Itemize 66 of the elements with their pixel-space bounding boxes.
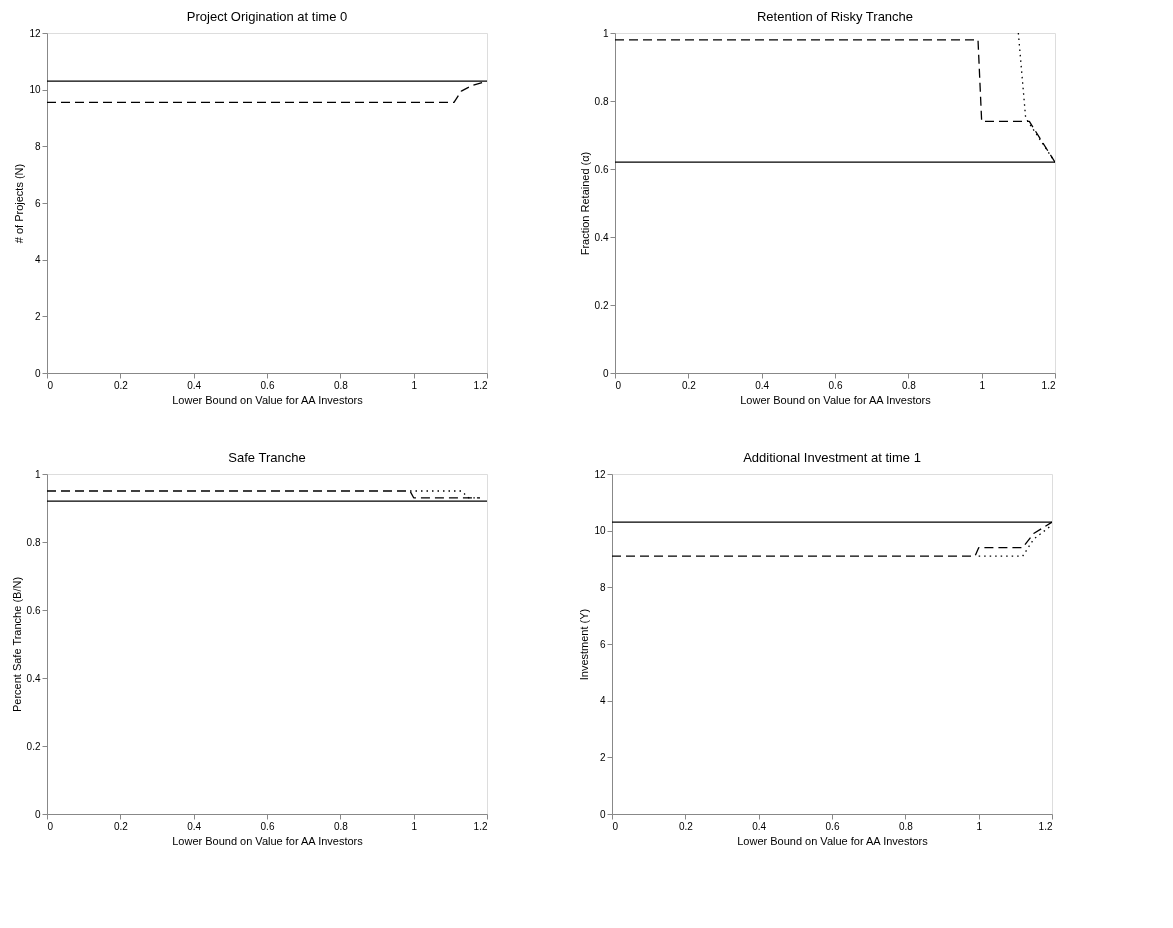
y-tick-label: 1	[602, 27, 609, 39]
x-tick-label: 0	[615, 379, 622, 391]
x-tick-label: 0.2	[113, 820, 129, 832]
chart-title: Additional Investment at time 1	[743, 450, 921, 465]
y-tick-label: 6	[34, 197, 41, 209]
y-tick-label: 4	[34, 254, 41, 266]
x-axis-title: Lower Bound on Value for AA Investors	[172, 393, 364, 406]
y-tick-label: 0.6	[26, 604, 41, 616]
y-tick-label: 4	[599, 695, 606, 707]
x-tick-label: 0.4	[752, 820, 767, 832]
y-tick-label: 2	[34, 310, 41, 322]
x-axis-title: Lower Bound on Value for AA Investors	[740, 393, 932, 406]
chart-title: Retention of Risky Tranche	[756, 9, 914, 24]
x-tick-label: 0	[47, 379, 54, 391]
x-tick-label: 0.8	[333, 820, 349, 832]
x-tick-label: 1.2	[473, 820, 488, 832]
y-tick-label: 0	[599, 808, 606, 820]
x-tick-label: 0.2	[681, 379, 697, 391]
y-tick-label: 2	[599, 751, 606, 763]
y-axis-title: Fraction Retained (α)	[578, 151, 591, 256]
x-tick-label: 0.4	[187, 820, 202, 832]
x-tick-label: 0.6	[825, 820, 840, 832]
x-tick-label: 1.2	[1041, 379, 1056, 391]
y-axis-title: Investment (Y)	[578, 608, 591, 681]
x-tick-label: 1.2	[1038, 820, 1053, 832]
x-tick-label: 1	[979, 379, 986, 391]
y-axis-title: Percent Safe Tranche (B/N)	[10, 576, 23, 713]
x-tick-label: 0.2	[678, 820, 694, 832]
y-tick-label: 10	[29, 84, 41, 96]
x-tick-label: 0.6	[260, 820, 275, 832]
y-tick-label: 0	[602, 367, 609, 379]
y-tick-label: 0.8	[26, 536, 41, 548]
y-tick-label: 6	[599, 638, 606, 650]
y-tick-label: 0.2	[594, 299, 609, 311]
y-tick-label: 0.2	[26, 740, 41, 752]
x-tick-label: 1.2	[473, 379, 488, 391]
x-tick-label: 0.8	[333, 379, 349, 391]
y-tick-label: 12	[594, 468, 606, 480]
x-tick-label: 0.4	[187, 379, 202, 391]
x-tick-label: 0.2	[113, 379, 129, 391]
y-tick-label: 8	[599, 581, 606, 593]
x-tick-label: 0.6	[828, 379, 843, 391]
y-tick-label: 0.4	[26, 672, 41, 684]
x-tick-label: 0.4	[755, 379, 770, 391]
x-tick-label: 0	[47, 820, 54, 832]
x-tick-label: 0.6	[260, 379, 275, 391]
x-axis-title: Lower Bound on Value for AA Investors	[172, 834, 364, 847]
y-tick-label: 0.4	[594, 231, 609, 243]
y-tick-label: 0	[34, 367, 41, 379]
x-axis-title: Lower Bound on Value for AA Investors	[737, 834, 929, 847]
x-tick-label: 1	[411, 379, 418, 391]
y-tick-label: 10	[594, 525, 606, 537]
chart-title: Safe Tranche	[228, 450, 306, 465]
y-tick-label: 0.8	[594, 95, 609, 107]
x-tick-label: 1	[976, 820, 983, 832]
x-tick-label: 0	[612, 820, 619, 832]
chart-title: Project Origination at time 0	[186, 9, 348, 24]
x-tick-label: 1	[411, 820, 418, 832]
y-axis-title: # of Projects (N)	[13, 163, 26, 244]
y-tick-label: 0	[34, 808, 41, 820]
x-tick-label: 0.8	[901, 379, 917, 391]
y-tick-label: 1	[34, 468, 41, 480]
y-tick-label: 12	[29, 27, 41, 39]
y-tick-label: 0.6	[594, 163, 609, 175]
x-tick-label: 0.8	[898, 820, 914, 832]
y-tick-label: 8	[34, 140, 41, 152]
